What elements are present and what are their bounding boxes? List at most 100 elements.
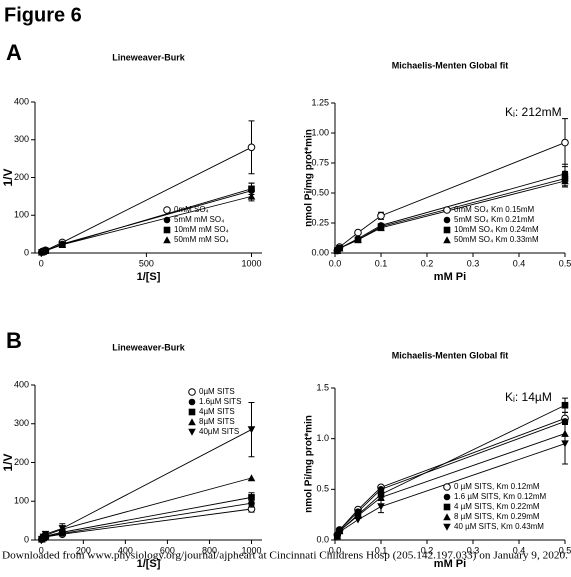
y-tick-label: 0.25 xyxy=(311,217,329,227)
legend-marker xyxy=(163,226,171,234)
legend-label: 10mM mM SO₄ xyxy=(174,225,229,234)
x-tick-label: 600 xyxy=(160,545,175,555)
legend-marker xyxy=(443,206,451,214)
legend-label: 5mM SO₄ Km 0.21mM xyxy=(454,215,535,224)
legend-label: 0mM SO₄ xyxy=(174,205,209,214)
y-tick-label: 300 xyxy=(14,134,29,144)
marker xyxy=(335,244,344,252)
x-tick-label: 0.4 xyxy=(513,545,526,555)
marker xyxy=(58,525,67,533)
marker xyxy=(561,401,569,409)
marker xyxy=(561,177,569,185)
x-axis-label: mM Pi xyxy=(434,558,466,570)
x-tick-label: 0.5 xyxy=(559,258,571,268)
panel-label: B xyxy=(6,328,22,353)
annotation: Kᵢ: 14µM xyxy=(505,390,552,404)
y-tick-label: 200 xyxy=(14,457,29,467)
marker xyxy=(377,224,385,232)
legend-marker xyxy=(188,398,196,406)
chart-title: Lineweaver-Burk xyxy=(112,52,186,62)
legend-marker xyxy=(443,226,451,234)
x-tick-label: 0.2 xyxy=(421,258,434,268)
marker xyxy=(377,212,385,220)
x-tick-label: 0.1 xyxy=(375,258,388,268)
y-tick-label: 200 xyxy=(14,172,29,182)
marker xyxy=(247,426,256,434)
x-tick-label: 0.0 xyxy=(329,258,342,268)
figure-title: Figure 6 xyxy=(4,4,82,26)
x-tick-label: 0.5 xyxy=(559,545,571,555)
marker xyxy=(561,440,569,448)
marker xyxy=(247,474,256,482)
y-tick-label: 100 xyxy=(14,210,29,220)
y-tick-label: 400 xyxy=(14,379,29,389)
legend-label: 0 µM SITS, Km 0.12mM xyxy=(454,482,540,491)
legend-label: 40µM SITS xyxy=(199,427,239,436)
legend-label: 4µM SITS xyxy=(199,407,235,416)
legend-label: 0mM SO₄ Km 0.15mM xyxy=(454,205,535,214)
legend-marker xyxy=(443,236,451,244)
marker xyxy=(561,138,569,147)
legend-marker xyxy=(188,388,196,396)
legend-label: 5mM mM SO₄ xyxy=(174,215,224,224)
legend-label: 8 µM SITS, Km 0.29mM xyxy=(454,512,540,521)
marker xyxy=(354,228,362,237)
legend-marker xyxy=(188,408,196,416)
legend-marker xyxy=(443,483,451,491)
y-tick-label: 400 xyxy=(14,96,29,106)
footer: Downloaded from www.physiology.org/journ… xyxy=(2,550,568,562)
chart-title: Michaelis-Menten Global fit xyxy=(392,350,509,360)
x-tick-label: 1000 xyxy=(241,545,261,555)
legend-label: 40 µM SITS, Km 0.43mM xyxy=(454,522,544,531)
marker xyxy=(58,240,67,248)
y-axis-label: 1/V xyxy=(1,453,15,471)
y-tick-label: 0.75 xyxy=(311,157,329,167)
x-tick-label: 0.3 xyxy=(467,258,480,268)
x-tick-label: 200 xyxy=(76,545,91,555)
legend-label: 1.6 µM SITS, Km 0.12mM xyxy=(454,492,547,501)
x-axis-label: 1/[S] xyxy=(137,558,161,570)
x-tick-label: 500 xyxy=(139,258,154,268)
marker xyxy=(41,530,50,538)
y-tick-label: 0.0 xyxy=(316,534,329,544)
legend-label: 0µM SITS xyxy=(199,387,235,396)
y-tick-label: 0.50 xyxy=(311,187,329,197)
legend-label: 50mM mM SO₄ xyxy=(174,235,229,244)
x-tick-label: 0.2 xyxy=(421,545,434,555)
x-tick-label: 0.3 xyxy=(467,545,480,555)
fit-line xyxy=(41,508,252,540)
y-tick-label: 1.0 xyxy=(316,433,329,443)
legend-label: 50mM SO₄ Km 0.33mM xyxy=(454,235,539,244)
legend-marker xyxy=(443,493,451,501)
y-tick-label: 1.5 xyxy=(316,382,329,392)
legend-marker xyxy=(443,503,451,511)
fit-line xyxy=(41,502,252,540)
marker xyxy=(354,516,362,524)
y-tick-label: 1.00 xyxy=(311,127,329,137)
x-tick-label: 1000 xyxy=(241,258,261,268)
y-axis-label: nmol Pi/mg prot*min xyxy=(304,415,315,513)
legend-marker xyxy=(188,418,196,426)
legend-marker xyxy=(163,216,171,224)
x-tick-label: 0.0 xyxy=(329,545,342,555)
x-tick-label: 400 xyxy=(118,545,133,555)
y-tick-label: 0.00 xyxy=(311,247,329,257)
marker xyxy=(41,246,50,255)
legend-marker xyxy=(443,216,451,224)
legend-marker xyxy=(443,513,451,521)
legend-label: 4 µM SITS, Km 0.22mM xyxy=(454,502,540,511)
marker xyxy=(377,493,385,501)
annotation: Kᵢ: 212mM xyxy=(505,105,562,119)
marker xyxy=(354,236,362,244)
legend-label: 10mM SO₄ Km 0.24mM xyxy=(454,225,539,234)
y-tick-label: 300 xyxy=(14,418,29,428)
y-tick-label: 0 xyxy=(24,247,29,257)
legend-marker xyxy=(443,523,451,531)
legend-marker xyxy=(188,428,196,436)
x-tick-label: 0.4 xyxy=(513,258,526,268)
chart-title: Lineweaver-Burk xyxy=(112,342,186,352)
y-tick-label: 0 xyxy=(24,534,29,544)
marker xyxy=(248,185,255,193)
legend-marker xyxy=(163,236,171,244)
